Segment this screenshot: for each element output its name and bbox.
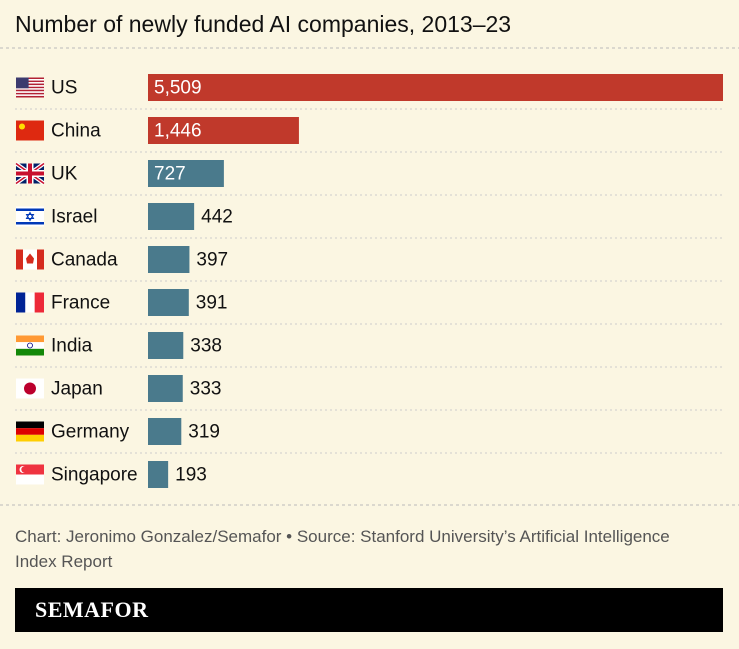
bar (148, 203, 195, 230)
category-label: Germany (51, 422, 130, 443)
bar (148, 74, 723, 101)
flag-part (16, 421, 44, 429)
flag-icon (16, 378, 44, 399)
value-label: 727 (154, 164, 186, 185)
flag-icon (16, 292, 44, 313)
bar (148, 375, 183, 402)
flag-part (16, 464, 44, 475)
flag-part (16, 88, 44, 90)
flag-part (16, 335, 44, 343)
flag-part (24, 382, 36, 395)
flag-part (16, 77, 44, 80)
flag-part (16, 94, 44, 96)
flag-part (16, 80, 44, 83)
category-label: France (51, 293, 110, 314)
flag-part (37, 249, 44, 270)
category-label: UK (51, 164, 78, 185)
category-label: Singapore (51, 465, 138, 486)
flag-part (16, 249, 23, 270)
value-label: 319 (188, 422, 220, 443)
flag-icon (16, 206, 44, 227)
chart-title: Number of newly funded AI companies, 201… (15, 11, 511, 37)
bar (148, 246, 190, 273)
source-note: Chart: Jeronimo Gonzalez/Semafor • Sourc… (15, 527, 670, 571)
bar (148, 117, 299, 144)
bar (148, 418, 182, 445)
flag-part (19, 123, 25, 130)
flag-part (16, 91, 44, 93)
flag-part (16, 95, 44, 98)
flag-part (16, 86, 44, 89)
value-label: 391 (196, 293, 228, 314)
flag-part (16, 222, 44, 225)
brand-logo: SEMAFOR (15, 588, 723, 632)
flag-part (26, 253, 34, 264)
flag-part (16, 85, 44, 87)
category-label: China (51, 121, 101, 142)
category-label: Canada (51, 250, 118, 271)
value-label: 1,446 (154, 121, 202, 142)
value-label: 193 (175, 465, 207, 486)
bar (148, 461, 169, 488)
value-label: 442 (201, 207, 233, 228)
flag-icon (16, 249, 44, 270)
value-label: 397 (196, 250, 228, 271)
flag-icon (16, 335, 44, 356)
flag-part (16, 434, 44, 442)
flag-icon (16, 421, 44, 442)
flag-icon (16, 464, 44, 485)
flag-part (28, 163, 32, 184)
flag-icon (16, 120, 44, 141)
flag-part (16, 428, 44, 435)
category-label: US (51, 78, 77, 99)
flag-part (16, 120, 44, 141)
flag-part (16, 208, 44, 211)
value-label: 338 (190, 336, 222, 357)
value-label: 5,509 (154, 78, 202, 99)
flag-part (16, 82, 44, 84)
category-label: Israel (51, 207, 97, 228)
flag-part (16, 474, 44, 485)
flag-part (16, 77, 29, 89)
bar (148, 332, 184, 359)
value-label: 333 (190, 379, 222, 400)
bar (148, 160, 224, 187)
flag-part (16, 348, 44, 356)
flag-part (16, 92, 44, 95)
flag-part (16, 292, 26, 313)
flag-part (34, 292, 44, 313)
flag-part (21, 466, 28, 473)
category-label: Japan (51, 379, 103, 400)
flag-part (25, 292, 35, 313)
flag-part (16, 206, 44, 227)
flag-part (27, 342, 33, 349)
flag-part (16, 342, 44, 349)
flag-part (16, 83, 44, 86)
flag-icon (16, 77, 44, 98)
category-label: India (51, 336, 93, 357)
flag-icon (14, 161, 46, 186)
bar (148, 289, 189, 316)
flag-part (16, 79, 44, 81)
flag-part (25, 211, 35, 222)
flag-part (16, 89, 44, 92)
